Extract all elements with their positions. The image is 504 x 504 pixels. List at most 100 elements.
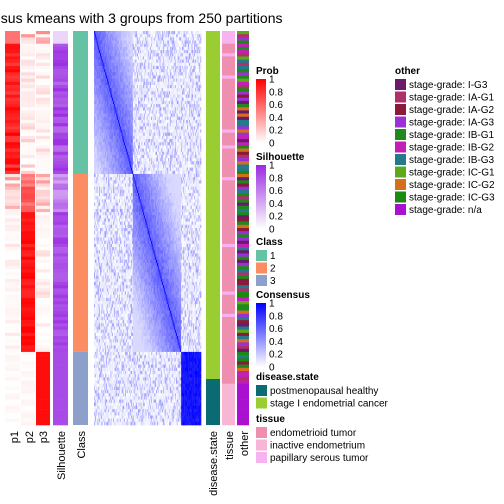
consensus-cell: [147, 50, 149, 54]
consensus-cell: [139, 37, 141, 41]
consensus-cell: [100, 43, 102, 48]
consensus-cell: [162, 78, 164, 83]
prob-cell-p2: [21, 142, 35, 146]
consensus-cell: [184, 50, 186, 54]
consensus-cell: [195, 81, 197, 86]
consensus-cell: [182, 31, 184, 35]
consensus-cell: [200, 59, 202, 64]
consensus-cell: [177, 126, 179, 130]
consensus-cell: [110, 72, 112, 76]
prob-cell-p1: [5, 307, 20, 311]
consensus-cell: [112, 53, 114, 57]
consensus-cell: [129, 75, 131, 79]
consensus-cell: [94, 129, 97, 133]
consensus-cell: [170, 69, 172, 73]
prob-cell-p1: [5, 173, 20, 178]
consensus-cell: [100, 81, 103, 86]
consensus-cell: [138, 34, 141, 38]
prob-cell-p2: [21, 170, 35, 175]
consensus-cell: [192, 62, 194, 67]
consensus-cell: [103, 56, 105, 60]
prob-cell-p3: [36, 272, 50, 276]
consensus-cell: [191, 40, 193, 45]
consensus-cell: [108, 91, 110, 95]
consensus-cell: [95, 75, 97, 79]
consensus-cell: [119, 126, 122, 130]
consensus-cell: [95, 40, 97, 45]
consensus-cell: [119, 65, 121, 70]
consensus-cell: [97, 126, 99, 130]
consensus-cell: [150, 129, 152, 133]
consensus-cell: [156, 37, 159, 41]
consensus-cell: [179, 78, 181, 83]
consensus-cell: [125, 126, 128, 130]
consensus-cell: [110, 119, 112, 124]
consensus-cell: [157, 126, 160, 130]
consensus-cell: [115, 43, 117, 48]
consensus-cell: [200, 126, 202, 130]
consensus-cell: [98, 110, 100, 114]
consensus-cell: [181, 31, 183, 35]
consensus-cell: [165, 104, 167, 108]
consensus-cell: [194, 43, 197, 48]
consensus-cell: [191, 62, 193, 67]
consensus-cell: [164, 62, 166, 67]
consensus-cell: [103, 81, 105, 86]
prob-cell-p2: [21, 186, 35, 191]
silhouette-cell: [53, 164, 68, 168]
consensus-cell: [118, 97, 120, 102]
consensus-cell: [101, 110, 103, 114]
consensus-cell: [198, 81, 200, 86]
consensus-cell: [166, 113, 168, 118]
prob-cell-p3: [36, 294, 50, 299]
consensus-cell: [184, 75, 186, 79]
consensus-cell: [124, 107, 126, 111]
consensus-cell: [111, 78, 113, 83]
consensus-cell: [164, 46, 166, 51]
consensus-cell: [186, 46, 188, 51]
consensus-cell: [129, 37, 131, 41]
consensus-cell: [94, 50, 96, 54]
consensus-cell: [162, 72, 164, 76]
consensus-cell: [174, 65, 176, 70]
consensus-cell: [169, 116, 171, 121]
consensus-cell: [175, 59, 177, 64]
consensus-cell: [190, 94, 192, 99]
consensus-cell: [176, 72, 179, 76]
consensus-cell: [138, 97, 140, 102]
consensus-cell: [136, 97, 138, 102]
consensus-cell: [135, 100, 137, 105]
consensus-cell: [157, 97, 160, 102]
consensus-cell: [179, 126, 181, 130]
consensus-cell: [169, 56, 171, 60]
consensus-cell: [193, 75, 195, 79]
consensus-cell: [161, 107, 163, 111]
consensus-cell: [200, 116, 202, 121]
consensus-cell: [108, 126, 110, 130]
consensus-cell: [177, 40, 179, 45]
consensus-cell: [144, 69, 147, 73]
consensus-cell: [196, 75, 198, 79]
consensus-cell: [187, 59, 189, 64]
consensus-cell: [123, 88, 125, 92]
prob-cell-p2: [21, 158, 35, 162]
consensus-cell: [135, 43, 137, 48]
consensus-cell: [115, 91, 117, 95]
consensus-cell: [149, 94, 151, 99]
silhouette-cell: [53, 116, 68, 121]
consensus-cell: [128, 40, 130, 45]
consensus-cell: [174, 43, 176, 48]
consensus-cell: [98, 31, 100, 35]
prob-cell-p2: [21, 339, 35, 343]
consensus-cell: [126, 88, 128, 92]
consensus-cell: [131, 59, 133, 64]
consensus-cell: [109, 104, 111, 108]
consensus-cell: [180, 107, 182, 111]
consensus-cell: [162, 56, 164, 60]
consensus-cell: [106, 37, 108, 41]
consensus-cell: [177, 85, 179, 89]
consensus-cell: [100, 75, 103, 79]
consensus-cell: [156, 31, 158, 35]
consensus-cell: [98, 119, 100, 124]
consensus-cell: [174, 37, 176, 41]
